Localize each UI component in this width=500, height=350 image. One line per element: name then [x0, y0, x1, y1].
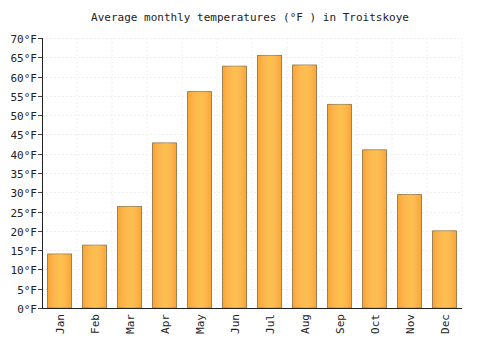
y-tick-label: 55°F: [11, 91, 38, 104]
x-tick-label: Apr: [159, 314, 172, 334]
bar: [83, 245, 107, 308]
y-tick-label: 5°F: [17, 284, 37, 297]
grid-line: [42, 38, 462, 39]
x-tick-label: Jun: [229, 314, 242, 334]
x-tick-label: Dec: [439, 314, 452, 334]
y-tick-label: 15°F: [11, 245, 38, 258]
chart-container: 0°F 5°F 10°F 15°F 20°F 25°F 30°F 35°F 40°F 45°F 50…: [0, 0, 500, 350]
bar-highlight: [83, 245, 107, 308]
y-axis: [42, 38, 43, 308]
grid-line: [42, 115, 462, 116]
grid-line: [42, 57, 462, 58]
bar-highlight: [153, 143, 177, 308]
y-tick-label: 0°F: [17, 303, 37, 316]
bars: [48, 55, 457, 308]
x-tick-label: Mar: [124, 314, 137, 334]
bar-highlight: [188, 92, 212, 308]
y-tick-label: 45°F: [11, 129, 38, 142]
bar: [153, 143, 177, 308]
bar: [293, 65, 317, 308]
bar-highlight: [48, 254, 72, 308]
x-tick-label: Aug: [299, 314, 312, 334]
y-tick: [38, 269, 42, 270]
bar-highlight: [118, 207, 142, 308]
bar: [223, 66, 247, 308]
y-tick: [38, 96, 42, 97]
bar: [363, 150, 387, 308]
y-tick-label: 65°F: [11, 52, 38, 65]
x-tick-label: Sep: [334, 314, 347, 334]
grid-line: [42, 134, 462, 135]
y-tick: [38, 38, 42, 39]
bar: [433, 231, 457, 308]
x-tick-label: May: [194, 314, 207, 334]
grid-line-vertical: [462, 38, 463, 308]
y-tick: [38, 77, 42, 78]
bar-highlight: [398, 195, 422, 308]
bar: [188, 92, 212, 308]
bar-highlight: [223, 66, 247, 308]
y-tick-label: 60°F: [11, 72, 38, 85]
bar-highlight: [293, 65, 317, 308]
grid-line-vertical: [357, 38, 358, 308]
y-tick: [38, 212, 42, 213]
bar: [118, 207, 142, 308]
y-tick: [38, 250, 42, 251]
grid-line: [42, 96, 462, 97]
grid-line-vertical: [77, 38, 78, 308]
y-tick-label: 35°F: [11, 168, 38, 181]
x-tick-label: Jan: [54, 314, 67, 334]
bar: [48, 254, 72, 308]
x-tick-label: Nov: [404, 314, 417, 334]
y-tick-label: 70°F: [11, 33, 38, 46]
y-tick-label: 25°F: [11, 207, 38, 220]
y-tick: [38, 154, 42, 155]
grid-line: [42, 77, 462, 78]
grid-line: [42, 192, 462, 193]
grid-line-vertical: [217, 38, 218, 308]
y-tick: [38, 57, 42, 58]
x-tick-label: Jul: [264, 314, 277, 334]
title: Average monthly temperatures (°F ) in Tr…: [91, 11, 409, 24]
y-tick-label: 10°F: [11, 264, 38, 277]
y-tick: [38, 173, 42, 174]
grid-line: [42, 173, 462, 174]
y-tick-label: 40°F: [11, 149, 38, 162]
bar-highlight: [433, 231, 457, 308]
y-tick: [38, 231, 42, 232]
x-tick-label: Feb: [89, 314, 102, 334]
y-tick: [38, 115, 42, 116]
y-tick-label: 50°F: [11, 110, 38, 123]
y-tick-label: 30°F: [11, 187, 38, 200]
bar-highlight: [363, 150, 387, 308]
y-tick: [38, 308, 42, 309]
bar: [258, 55, 282, 308]
grid-line: [42, 308, 462, 309]
bar: [328, 104, 352, 308]
x-tick-label: Oct: [369, 314, 382, 334]
x-axis: [42, 308, 462, 309]
chart-svg: 0°F 5°F 10°F 15°F 20°F 25°F 30°F 35°F 40°F 45°F 50…: [0, 0, 500, 350]
bar-highlight: [258, 55, 282, 308]
y-tick: [38, 192, 42, 193]
y-tick-label: 20°F: [11, 226, 38, 239]
y-tick: [38, 134, 42, 135]
bar: [398, 195, 422, 308]
y-tick: [38, 289, 42, 290]
bar-highlight: [328, 104, 352, 308]
grid-line: [42, 154, 462, 155]
